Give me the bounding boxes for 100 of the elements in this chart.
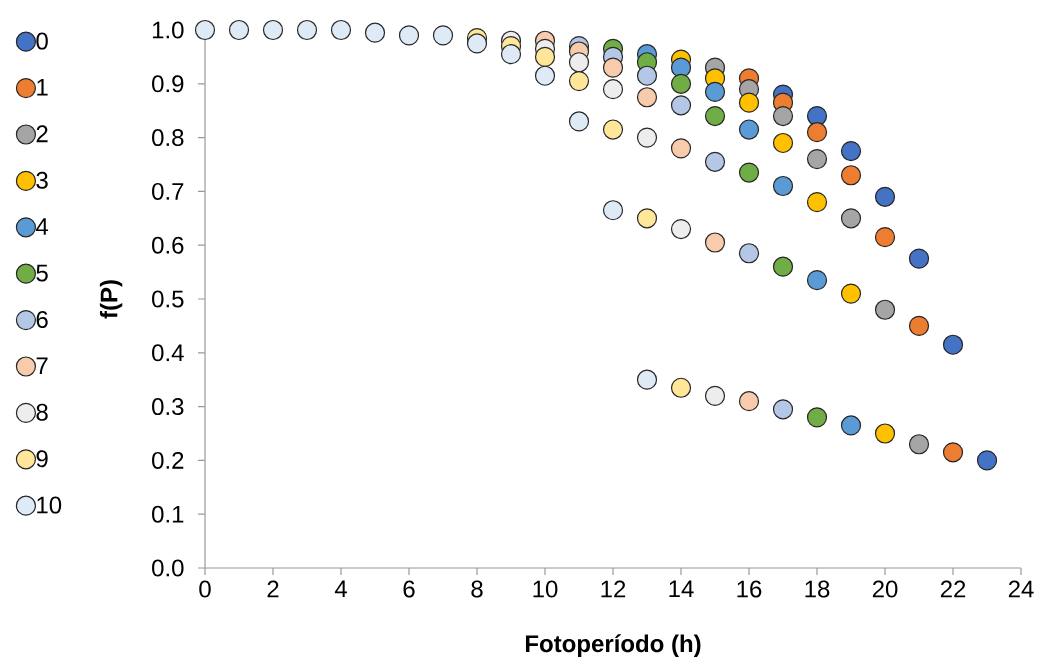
point	[534, 46, 556, 67]
point	[840, 283, 862, 304]
legend-label: 7	[36, 357, 48, 374]
y-tick-label: 0.7	[152, 182, 184, 200]
point	[602, 200, 624, 221]
y-tick-label: 0.3	[152, 398, 184, 416]
x-tick-label: 16	[737, 580, 762, 598]
x-tick-label: 2	[267, 580, 279, 598]
point	[704, 105, 726, 127]
point	[568, 71, 590, 92]
legend-label: 9	[36, 450, 48, 468]
x-axis-title: Fotoperíodo (h)	[525, 634, 701, 657]
point	[738, 92, 760, 113]
point	[704, 151, 726, 172]
point	[262, 19, 284, 41]
y-tick-label: 0.1	[152, 505, 184, 523]
point	[806, 149, 828, 170]
point	[602, 79, 624, 100]
legend-label: 0	[36, 32, 48, 50]
point	[228, 19, 250, 41]
point	[874, 227, 896, 248]
legend-label: 1	[37, 79, 48, 96]
point	[738, 391, 760, 412]
point	[704, 232, 726, 253]
point	[636, 87, 658, 108]
point	[602, 119, 624, 140]
point	[772, 399, 794, 420]
point	[942, 334, 964, 355]
point	[466, 33, 488, 54]
point	[908, 315, 930, 336]
point	[772, 256, 794, 277]
point	[874, 186, 896, 207]
point	[772, 105, 794, 127]
point	[568, 52, 590, 73]
x-tick-label: 10	[533, 580, 558, 598]
y-tick-label: 0.2	[152, 451, 184, 469]
x-tick-label: 4	[334, 580, 347, 598]
point	[738, 119, 760, 140]
point	[738, 243, 760, 264]
y-tick-label: 1.0	[152, 21, 184, 39]
point	[704, 81, 726, 102]
y-tick-label: 0.0	[152, 559, 184, 577]
x-tick-label: 0	[199, 580, 211, 598]
point	[602, 57, 624, 78]
point	[806, 270, 828, 291]
y-tick-label: 0.5	[152, 290, 184, 308]
point	[738, 162, 760, 183]
point	[636, 65, 658, 86]
legend-label: 4	[35, 218, 49, 235]
point	[636, 369, 658, 390]
x-tick-label: 20	[872, 580, 898, 598]
point	[670, 138, 692, 159]
y-tick-label: 0.8	[152, 129, 184, 147]
point	[296, 19, 318, 41]
point	[874, 423, 896, 444]
point	[670, 218, 692, 240]
legend-label: 5	[36, 264, 48, 282]
point	[840, 165, 862, 186]
point	[976, 450, 998, 471]
legend-label: 3	[36, 171, 48, 189]
point	[670, 95, 692, 116]
point	[432, 25, 454, 46]
x-tick-label: 14	[669, 580, 694, 598]
point	[908, 434, 930, 455]
y-tick-label: 0.6	[152, 236, 184, 254]
legend-label: 8	[36, 403, 48, 421]
point	[772, 175, 794, 197]
point	[636, 208, 658, 229]
x-tick-label: 8	[471, 580, 483, 598]
point	[840, 208, 862, 229]
point	[840, 140, 862, 162]
point	[772, 132, 794, 154]
x-tick-label: 24	[1008, 580, 1034, 598]
point	[806, 122, 828, 143]
legend-label: 6	[36, 310, 48, 328]
point	[840, 415, 862, 436]
legend-label: 10	[37, 496, 62, 514]
point	[874, 299, 896, 320]
point	[398, 25, 420, 46]
y-tick-label: 0.4	[152, 344, 184, 362]
point	[330, 19, 352, 41]
x-tick-label: 12	[601, 580, 626, 598]
point	[500, 44, 522, 65]
point	[806, 192, 828, 213]
point	[942, 442, 964, 463]
point	[194, 19, 216, 41]
legend-label: 2	[36, 125, 48, 143]
point	[636, 127, 658, 148]
x-tick-label: 18	[805, 580, 830, 598]
point	[670, 73, 692, 94]
point	[704, 385, 726, 406]
point	[670, 377, 692, 398]
point	[568, 111, 590, 132]
point	[806, 407, 828, 428]
x-tick-label: 6	[403, 580, 415, 598]
x-tick-label: 22	[940, 580, 966, 598]
point	[908, 248, 930, 269]
point	[534, 65, 556, 86]
point	[364, 22, 386, 43]
y-axis-title: f(P)	[99, 280, 123, 319]
